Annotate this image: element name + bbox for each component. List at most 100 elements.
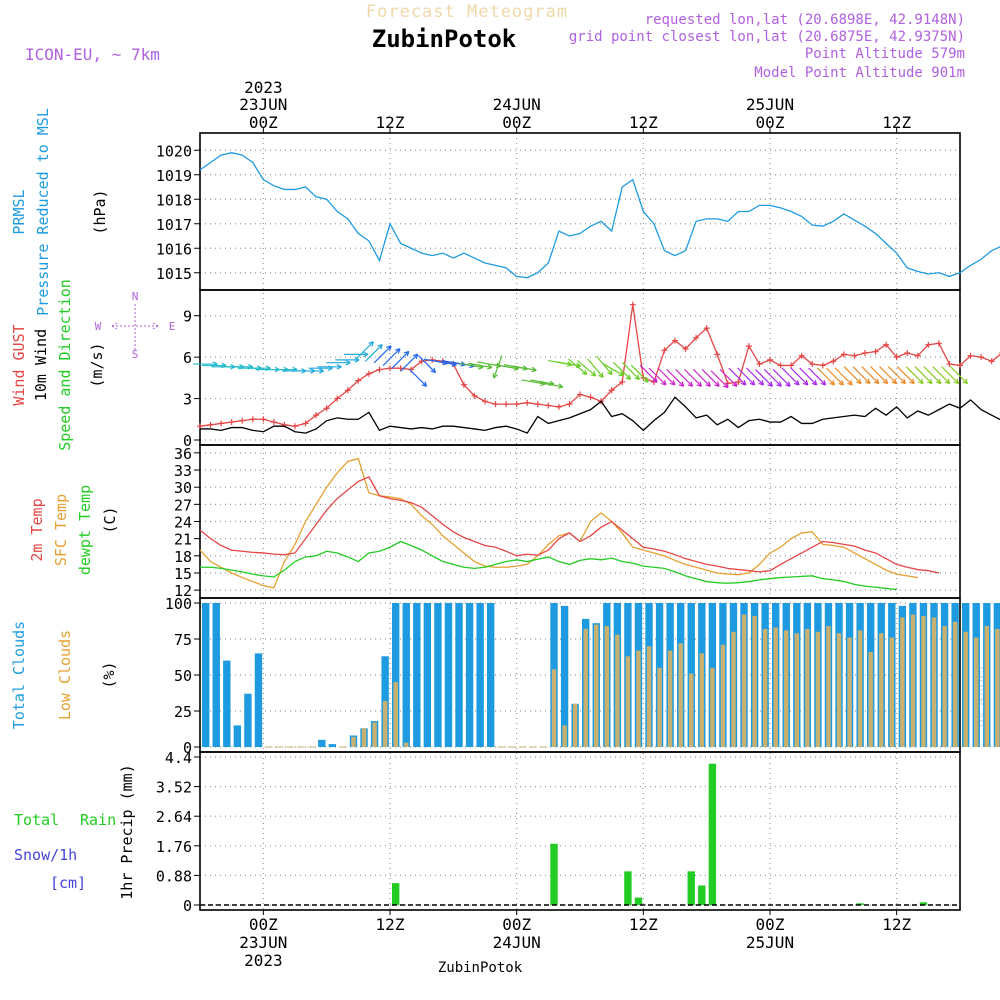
gust-marker (957, 362, 963, 369)
wind-arrow-head (581, 369, 588, 376)
low-cloud-bar (351, 736, 356, 747)
panel-frame-precip (199, 751, 961, 911)
wind-arrow (941, 366, 959, 385)
wind-arrow (409, 368, 427, 387)
gust-marker (872, 348, 879, 355)
wind-arrow (355, 341, 374, 360)
bottom-hour-label: 00Z (249, 915, 278, 934)
wind-arrow (666, 368, 685, 387)
compass-s: S (132, 348, 139, 361)
low-cloud-bar (784, 630, 789, 747)
model-altitude: Model Point Altitude 901m (754, 65, 965, 81)
low-cloud-bar (762, 628, 768, 747)
low-cloud-bar (773, 627, 778, 747)
low-cloud-bar (995, 628, 1000, 747)
wind-arrow (587, 358, 604, 378)
gust-marker (862, 350, 868, 356)
gust-marker (334, 395, 341, 402)
wind-arrow-head (634, 374, 640, 381)
wind-arrow (772, 368, 791, 387)
wind-arrow-head (935, 378, 942, 385)
wind-arrow-head (661, 380, 667, 386)
gust-marker (788, 362, 795, 369)
low-cloud-bar (857, 630, 863, 747)
gust-marker (577, 391, 583, 398)
precip-label-cm: [cm] (50, 874, 86, 892)
wind-arrow-head (696, 381, 703, 387)
compass-w: W (95, 320, 102, 333)
gust-marker (661, 347, 668, 354)
wind-arrow (494, 364, 519, 370)
bottom-hour-label: 12Z (882, 915, 911, 934)
wind-label-3: Speed and Direction (56, 279, 74, 451)
wind-arrow (675, 368, 693, 387)
low-cloud-bar (931, 617, 937, 747)
wind-arrow-head (847, 380, 853, 386)
gust-marker (819, 362, 826, 369)
total-cloud-bar (434, 603, 442, 747)
wind-label-2: 10m Wind (32, 329, 50, 401)
precip-unit: 1hr Precip (mm) (118, 764, 136, 899)
wind-arrow (639, 364, 658, 383)
pressure-line (199, 152, 1000, 279)
ytick-label-temperature: 27 (174, 496, 192, 514)
total-cloud-bar (423, 603, 432, 747)
wind-arrow (950, 366, 968, 385)
wind-arrow-head (669, 380, 676, 386)
wind-arrow (400, 353, 419, 372)
wind-arrow-head (487, 364, 493, 370)
top-date-label: 25JUN (746, 95, 794, 114)
wind-arrow-head (345, 359, 351, 366)
wind-arrow-head (723, 382, 729, 389)
gust-marker (292, 423, 298, 430)
wind-arrow (684, 368, 702, 387)
gust-marker (735, 379, 742, 385)
gust-marker (270, 419, 277, 426)
wind-arrow-head (864, 378, 871, 385)
gust-marker (197, 423, 203, 430)
precip-bar (687, 871, 695, 905)
ytick-label-clouds: 75 (174, 631, 192, 649)
wind-arrow-head (395, 348, 401, 354)
wind-arrow-head (687, 381, 694, 387)
total-cloud-bar (392, 603, 400, 747)
precip-bar (624, 871, 632, 905)
wind-arrow (630, 364, 649, 383)
total-cloud-bar (455, 603, 463, 747)
wind-arrow (825, 367, 844, 386)
gust-marker (978, 354, 985, 361)
total-cloud-bar (560, 605, 569, 747)
total-cloud-bar (254, 653, 263, 747)
wind-arrow-head (767, 381, 773, 387)
total-cloud-bar (444, 603, 453, 747)
wind-arrow-head (531, 366, 537, 373)
panel-frame-pressure (199, 132, 961, 291)
gust-marker (524, 399, 531, 406)
ytick-label-temperature: 30 (174, 479, 192, 497)
wind-arrow-head (794, 380, 800, 386)
wind-arrow (596, 355, 613, 376)
precip-bar (708, 763, 717, 905)
gust-marker (809, 361, 816, 368)
wind-arrow-head (776, 381, 782, 387)
sfc-temp-line (199, 457, 918, 589)
gust-marker (503, 401, 510, 408)
pressure-label-2: Pressure Reduced to MSL (34, 108, 52, 316)
gust-marker (988, 358, 995, 365)
bottom-date-label: 23JUN (239, 933, 287, 952)
ytick-label-precip: 1.76 (156, 838, 192, 856)
top-hour-label: 00Z (249, 113, 278, 132)
gust-marker (682, 345, 689, 352)
low-cloud-bar (404, 742, 409, 747)
wind-arrow-head (811, 380, 818, 386)
low-cloud-bar (562, 725, 567, 747)
low-cloud-bar (625, 656, 631, 747)
wind-arrow-head (891, 378, 898, 385)
gust-marker (714, 351, 721, 358)
wind-arrow (781, 367, 800, 386)
gust-marker (767, 356, 773, 363)
low-cloud-bar (910, 614, 916, 747)
low-cloud-bar (720, 644, 726, 747)
panels-layer (193, 132, 1000, 911)
